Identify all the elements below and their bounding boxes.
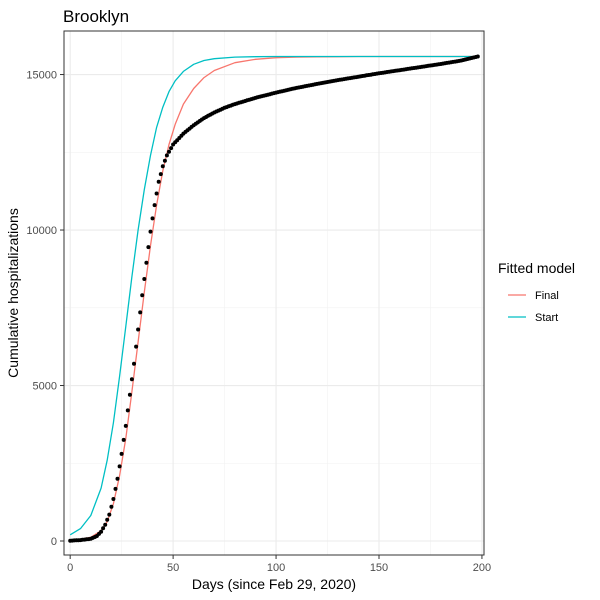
y-axis-title: Cumulative hospitalizations — [5, 208, 21, 378]
x-tick-label: 100 — [267, 562, 285, 574]
observed-point — [117, 464, 122, 469]
observed-point — [156, 179, 161, 184]
panel-border — [63, 30, 485, 556]
series-line-final — [70, 55, 478, 541]
observed-point — [99, 529, 104, 534]
observed-point — [103, 522, 108, 527]
observed-point — [127, 392, 132, 397]
observed-point — [129, 377, 134, 382]
observed-point — [119, 451, 124, 456]
legend-label-final: Final — [535, 290, 559, 302]
observed-point — [115, 476, 120, 481]
x-tick-label: 150 — [370, 562, 388, 574]
observed-point — [144, 260, 149, 265]
y-axis-ticks: 0 5000 10000 15000 — [26, 70, 64, 548]
observed-point — [146, 245, 151, 250]
observed-point — [107, 512, 112, 517]
observed-point — [101, 526, 106, 531]
observed-point — [148, 229, 153, 234]
observed-point — [136, 327, 141, 332]
observed-point — [152, 203, 157, 208]
observed-point — [109, 504, 114, 509]
observed-point — [150, 216, 155, 221]
grid-minor — [64, 31, 484, 555]
observed-points — [68, 54, 480, 543]
observed-point — [140, 293, 145, 298]
observed-point — [132, 361, 136, 366]
chart-title: Brooklyn — [63, 7, 129, 26]
y-tick-label: 5000 — [33, 381, 57, 393]
observed-point — [164, 153, 169, 158]
observed-point — [162, 158, 167, 163]
observed-point — [158, 172, 163, 177]
observed-point — [113, 486, 118, 491]
observed-point — [142, 277, 147, 281]
legend: Fitted model Final Start — [498, 260, 575, 324]
x-axis-ticks: 0 50 100 150 200 — [67, 555, 491, 574]
observed-point — [111, 497, 116, 501]
y-tick-label: 15000 — [26, 70, 57, 82]
observed-point — [123, 423, 128, 428]
x-tick-label: 200 — [473, 562, 491, 574]
observed-point — [134, 344, 139, 349]
x-axis-title: Days (since Feb 29, 2020) — [192, 576, 356, 592]
fitted-lines — [69, 55, 478, 541]
observed-point — [160, 164, 165, 169]
legend-title: Fitted model — [498, 260, 575, 276]
observed-point — [475, 54, 480, 59]
series-line-start — [69, 55, 478, 536]
legend-label-start: Start — [535, 312, 558, 324]
observed-point — [125, 408, 130, 413]
observed-point — [167, 149, 171, 154]
x-tick-label: 50 — [167, 562, 179, 574]
grid-major — [64, 31, 484, 555]
x-tick-label: 0 — [67, 562, 73, 574]
observed-point — [105, 517, 110, 522]
y-tick-label: 0 — [51, 536, 57, 548]
observed-point — [169, 146, 174, 151]
observed-point — [138, 310, 143, 315]
y-tick-label: 10000 — [26, 225, 57, 237]
observed-point — [154, 191, 159, 196]
observed-point — [121, 437, 126, 442]
